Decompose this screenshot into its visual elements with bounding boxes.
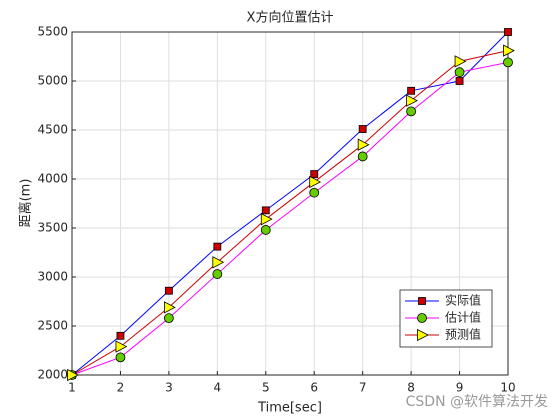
marker [115, 340, 128, 353]
x-tick-label: 10 [500, 381, 515, 395]
y-tick-label: 3500 [37, 221, 68, 235]
axes-box [71, 31, 509, 376]
chart-title: X方向位置估计 [247, 10, 334, 26]
x-tick-label: 4 [214, 381, 222, 395]
marker [116, 331, 125, 340]
x-tick-label: 2 [117, 381, 125, 395]
x-tick-label: 5 [262, 381, 270, 395]
marker [309, 187, 320, 198]
legend-marker [417, 313, 427, 323]
legend-label: 估计值 [445, 310, 481, 325]
legend-marker [417, 328, 429, 342]
marker [357, 151, 368, 162]
y-tick-label: 4000 [37, 172, 68, 186]
marker [454, 67, 465, 78]
x-tick-label: 9 [456, 381, 464, 395]
marker [260, 225, 271, 235]
marker [67, 368, 79, 382]
marker [406, 106, 417, 117]
watermark: CSDN @软件算法开发 [406, 394, 548, 410]
marker [454, 55, 467, 68]
y-tick-label: 3000 [37, 270, 68, 284]
marker [115, 352, 126, 363]
x-tick-label: 1 [68, 381, 76, 395]
marker [407, 86, 416, 95]
y-tick-label: 2500 [37, 319, 68, 333]
marker [455, 77, 464, 85]
y-axis-label: 距离(m) [18, 179, 34, 228]
marker [358, 125, 367, 133]
marker [163, 313, 174, 324]
marker [261, 206, 270, 215]
marker [212, 269, 223, 279]
marker [503, 44, 515, 57]
series-line [71, 50, 509, 376]
marker [503, 57, 513, 68]
legend-marker [418, 297, 426, 305]
y-tick-label: 5500 [37, 25, 68, 39]
marker [213, 242, 222, 251]
x-axis-label: Time[sec] [257, 401, 322, 416]
x-tick-label: 7 [359, 381, 367, 395]
y-tick-label: 2000 [37, 368, 68, 382]
y-tick-label: 5000 [37, 74, 68, 88]
marker [504, 28, 512, 36]
marker [309, 175, 322, 189]
marker [357, 138, 370, 151]
marker [163, 301, 176, 314]
marker [310, 170, 319, 179]
series-line [71, 61, 509, 376]
marker [212, 256, 225, 269]
y-tick-label: 4500 [37, 123, 68, 137]
legend-label: 预测值 [445, 327, 481, 342]
x-tick-label: 8 [407, 381, 415, 395]
legend-label: 实际值 [445, 293, 481, 308]
marker [406, 94, 418, 107]
series-line [71, 31, 509, 376]
x-tick-label: 6 [310, 381, 318, 395]
marker [164, 286, 173, 295]
x-tick-label: 3 [165, 381, 173, 395]
marker [260, 213, 273, 226]
